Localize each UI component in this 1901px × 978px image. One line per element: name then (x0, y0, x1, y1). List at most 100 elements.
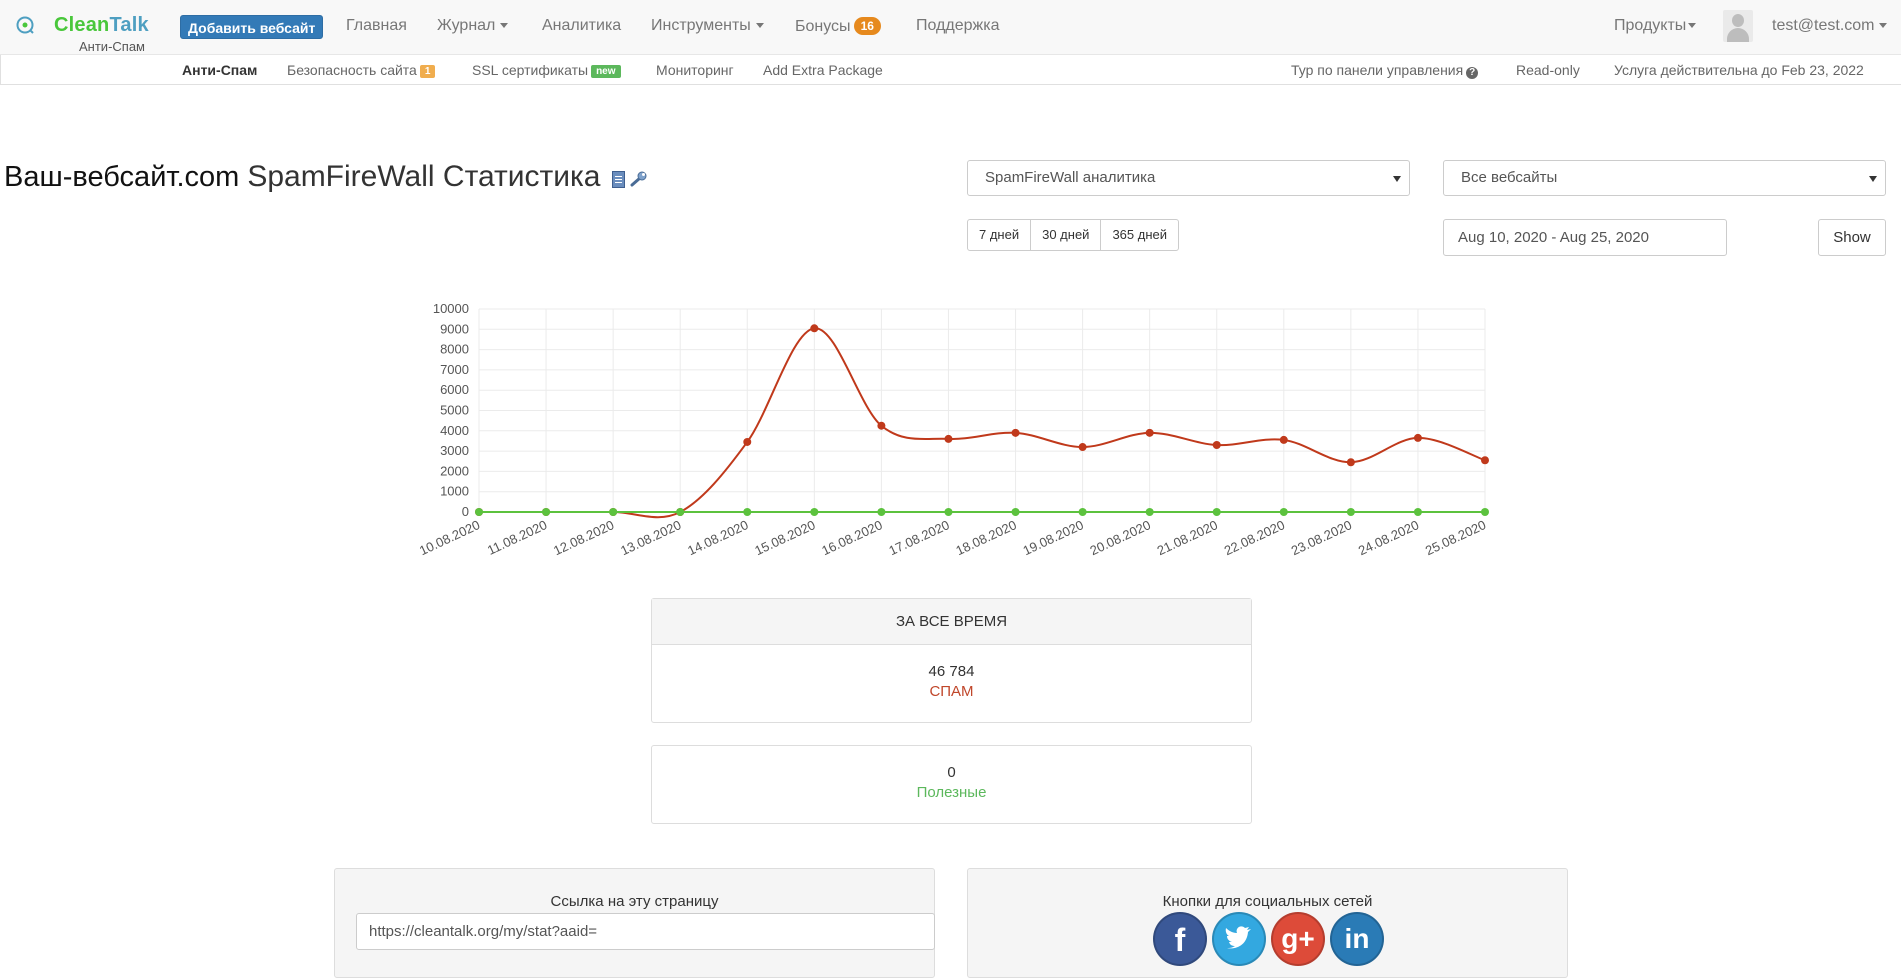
period-365-days-button[interactable]: 365 дней (1100, 219, 1179, 251)
series-point-2 (743, 508, 752, 516)
page-link-box: Ссылка на эту страницу https://cleantalk… (334, 868, 935, 978)
subnav-antispam[interactable]: Анти-Спам (182, 62, 258, 78)
y-tick-label: 6000 (440, 382, 469, 397)
nav-bonuses[interactable]: Бонусы 16 (795, 17, 881, 36)
series-point-2 (609, 508, 618, 516)
x-tick-label: 16.08.2020 (819, 517, 884, 558)
x-tick-label: 23.08.2020 (1289, 517, 1354, 558)
chevron-down-icon (1688, 23, 1697, 29)
nav-analytics[interactable]: Аналитика (542, 17, 622, 34)
site-name: Ваш-вебсайт.com (4, 161, 240, 193)
chevron-down-icon (500, 23, 509, 29)
series-point-1 (1481, 456, 1489, 465)
x-tick-label: 20.08.2020 (1088, 517, 1153, 558)
series-point-2 (1279, 508, 1288, 516)
period-button-group: 7 дней 30 дней 365 дней (967, 219, 1179, 251)
series-point-1 (944, 434, 953, 443)
x-tick-label: 15.08.2020 (752, 517, 817, 558)
good-requests-panel: 0 Полезные (651, 745, 1252, 824)
avatar[interactable] (1723, 10, 1753, 42)
social-buttons-title: Кнопки для социальных сетей (1162, 893, 1373, 910)
subnav-extra-package[interactable]: Add Extra Package (763, 62, 883, 78)
top-navbar: CleanTalk Анти-Спам Добавить вебсайт Гла… (0, 0, 1901, 55)
y-tick-label: 7000 (440, 362, 469, 377)
series-point-2 (877, 508, 886, 516)
period-30-days-button[interactable]: 30 дней (1030, 219, 1102, 251)
good-label: Полезные (916, 784, 987, 801)
chevron-down-icon (1878, 23, 1887, 29)
websites-select[interactable]: Все вебсайты (1443, 160, 1886, 196)
nav-home[interactable]: Главная (346, 17, 407, 34)
series-point-1 (1212, 441, 1221, 450)
series-point-2 (1145, 508, 1154, 516)
series-point-1 (743, 437, 752, 446)
series-point-2 (676, 508, 685, 516)
wrench-icon[interactable] (629, 170, 649, 188)
date-range-input[interactable]: Aug 10, 2020 - Aug 25, 2020 (1443, 219, 1727, 256)
x-tick-label: 19.08.2020 (1021, 517, 1086, 558)
series-point-2 (810, 508, 819, 516)
page-title: Ваш-вебсайт.com SpamFireWall Статистика (4, 160, 649, 194)
subnav-monitoring[interactable]: Мониторинг (656, 62, 734, 78)
spam-total-value: 46 784 (928, 663, 975, 680)
page-link-input[interactable]: https://cleantalk.org/my/stat?aaid= (356, 913, 935, 950)
all-time-header: ЗА ВСЕ ВРЕМЯ (652, 599, 1251, 645)
document-icon[interactable] (612, 171, 626, 188)
social-buttons-box: Кнопки для социальных сетей f g+ in (967, 868, 1568, 978)
add-website-button[interactable]: Добавить вебсайт (180, 15, 324, 39)
series-point-2 (1011, 508, 1020, 516)
x-tick-label: 21.08.2020 (1155, 517, 1220, 558)
nav-log-dropdown[interactable]: Журнал (437, 17, 509, 35)
show-button[interactable]: Show (1818, 219, 1886, 256)
subnav-ssl[interactable]: SSL сертификаты new (472, 62, 621, 78)
series-point-1 (810, 324, 819, 333)
all-time-panel: ЗА ВСЕ ВРЕМЯ 46 784 СПАМ (651, 598, 1252, 723)
y-tick-label: 9000 (440, 321, 469, 336)
x-tick-label: 24.08.2020 (1356, 517, 1421, 558)
security-count-badge: 1 (419, 65, 436, 78)
bonus-count-badge: 16 (853, 17, 881, 35)
x-tick-label: 14.08.2020 (685, 517, 750, 558)
series-point-2 (542, 508, 551, 516)
series-point-2 (1078, 508, 1087, 516)
series-point-1 (877, 421, 886, 430)
series-point-1 (1346, 458, 1355, 467)
series-point-2 (1413, 508, 1422, 516)
series-point-2 (944, 508, 953, 516)
series-point-2 (1481, 508, 1489, 516)
service-validity: Услуга действительна до Feb 23, 2022 (1614, 62, 1864, 78)
period-7-days-button[interactable]: 7 дней (967, 219, 1032, 251)
facebook-icon[interactable]: f (1153, 912, 1207, 966)
analytics-type-select[interactable]: SpamFireWall аналитика (967, 160, 1410, 196)
chevron-down-icon (1393, 176, 1401, 182)
linkedin-icon[interactable]: in (1330, 912, 1384, 966)
logo-icon (16, 16, 34, 34)
y-tick-label: 2000 (440, 463, 469, 478)
google-plus-icon[interactable]: g+ (1271, 912, 1325, 966)
chevron-down-icon (755, 23, 764, 29)
x-tick-label: 13.08.2020 (618, 517, 683, 558)
readonly-link[interactable]: Read-only (1516, 62, 1580, 78)
brand-subtitle: Анти-Спам (79, 39, 145, 54)
y-tick-label: 0 (462, 504, 469, 519)
products-dropdown[interactable]: Продукты (1614, 17, 1697, 35)
brand-name: CleanTalk (54, 14, 149, 36)
dashboard-tour-link[interactable]: Тур по панели управления? (1291, 62, 1479, 79)
x-tick-label: 22.08.2020 (1222, 517, 1287, 558)
series-point-1 (1413, 433, 1422, 442)
twitter-icon[interactable] (1212, 912, 1266, 966)
new-badge: new (591, 65, 621, 78)
cleantalk-logo[interactable]: CleanTalk Анти-Спам (14, 12, 154, 54)
help-icon: ? (1466, 67, 1479, 79)
nav-tools-dropdown[interactable]: Инструменты (651, 17, 764, 35)
y-tick-label: 5000 (440, 403, 469, 418)
spam-firewall-chart: 0 1000 2000 3000 4000 5000 6000 7000 8000 9000 100… (417, 301, 1489, 558)
chevron-down-icon (1869, 176, 1877, 182)
good-total-value: 0 (947, 764, 956, 781)
user-menu-dropdown[interactable]: test@test.com (1772, 17, 1887, 35)
series-point-2 (1346, 508, 1355, 516)
nav-support[interactable]: Поддержка (916, 17, 1000, 34)
service-subnav: Анти-Спам Безопасность сайта 1 SSL сертиф… (0, 55, 1901, 85)
stats-title: SpamFireWall Статистика (247, 160, 601, 193)
subnav-site-security[interactable]: Безопасность сайта 1 (287, 62, 436, 78)
